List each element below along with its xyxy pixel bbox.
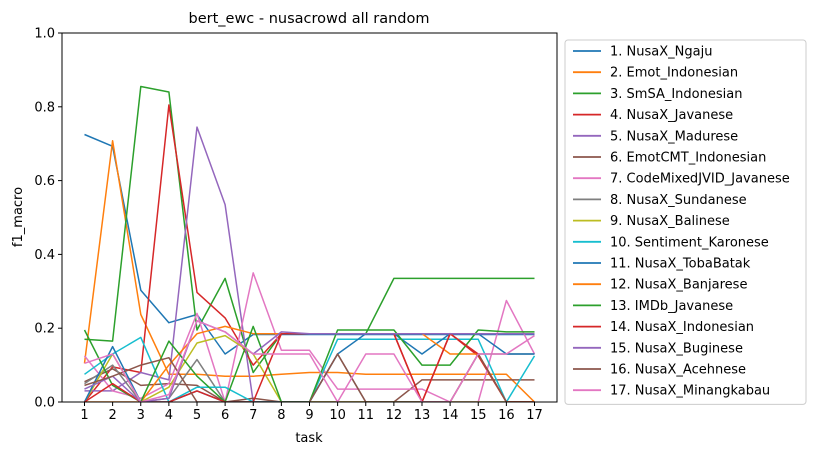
legend-item: 6. EmotCMT_Indonesian: [573, 151, 766, 166]
x-axis: 1 2 3 4 5 6 7 8 9 10 11 12 13 14 15 16 17: [80, 402, 543, 423]
legend-label: 8. NusaX_Sundanese: [610, 193, 747, 208]
legend-item: 13. IMDb_Javanese: [573, 299, 733, 314]
y-tick-label: 0.8: [34, 100, 55, 115]
legend-label: 6. EmotCMT_Indonesian: [610, 151, 766, 166]
x-tick-label: 9: [305, 408, 313, 423]
legend-label: 7. CodeMixedJVID_Javanese: [610, 172, 790, 187]
x-tick-label: 12: [386, 408, 403, 423]
legend-label: 11. NusaX_TobaBatak: [610, 257, 751, 272]
legend-item: 5. NusaX_Madurese: [573, 129, 738, 144]
legend-label: 3. SmSA_Indonesian: [610, 87, 742, 102]
series-line-9: [83, 334, 535, 402]
series-line-2: [83, 139, 536, 402]
legend-item: 15. NusaX_Buginese: [573, 341, 743, 356]
legend-item: 17. NusaX_Minangkabau: [573, 384, 770, 399]
x-tick-label: 10: [329, 408, 346, 423]
x-tick-label: 15: [470, 408, 487, 423]
x-tick-label: 14: [442, 408, 459, 423]
x-tick-label: 13: [414, 408, 431, 423]
series-line-17: [84, 320, 535, 402]
legend-box: [564, 39, 807, 405]
legend-label: 13. IMDb_Javanese: [610, 299, 733, 314]
plot-frame: [61, 32, 558, 403]
series-line-4: [83, 104, 535, 402]
legend-item: 12. NusaX_Banjarese: [573, 278, 747, 293]
legend-item: 2. Emot_Indonesian: [573, 66, 738, 81]
legend-label: 17. NusaX_Minangkabau: [610, 384, 770, 399]
y-axis: 0.0 0.2 0.4 0.6 0.8 1.0: [34, 27, 62, 411]
legend-item: 14. NusaX_Indonesian: [573, 320, 754, 335]
x-tick-label: 7: [249, 408, 257, 423]
y-tick-label: 0.4: [34, 248, 55, 263]
legend-item: 8. NusaX_Sundanese: [573, 193, 747, 208]
legend-label: 14. NusaX_Indonesian: [610, 320, 754, 335]
legend-label: 10. Sentiment_Karonese: [610, 235, 769, 250]
series-line-13: [83, 325, 535, 402]
legend: 1. NusaX_Ngaju 2. Emot_Indonesian 3. SmSA_…: [564, 39, 807, 405]
y-tick-label: 1.0: [34, 27, 55, 42]
legend-item: 9. NusaX_Balinese: [573, 214, 730, 229]
x-tick-label: 5: [193, 408, 201, 423]
series-line-6: [84, 368, 535, 402]
legend-label: 15. NusaX_Buginese: [610, 341, 743, 356]
x-tick-label: 11: [357, 408, 374, 423]
y-tick-label: 0.6: [34, 174, 55, 189]
legend-item: 4. NusaX_Javanese: [573, 108, 733, 123]
legend-label: 9. NusaX_Balinese: [610, 214, 730, 229]
series-line-7: [83, 272, 536, 402]
x-tick-label: 17: [526, 408, 543, 423]
y-tick-label: 0.0: [34, 396, 55, 411]
x-axis-label: task: [295, 431, 323, 446]
x-tick-label: 1: [80, 408, 88, 423]
legend-item: 7. CodeMixedJVID_Javanese: [573, 172, 790, 187]
legend-label: 16. NusaX_Acehnese: [610, 363, 746, 378]
legend-item: 10. Sentiment_Karonese: [573, 235, 769, 250]
x-tick-label: 6: [221, 408, 229, 423]
y-axis-label: f1_macro: [11, 187, 26, 247]
x-tick-label: 4: [165, 408, 173, 423]
series-line-10: [84, 336, 536, 402]
x-tick-label: 2: [108, 408, 116, 423]
legend-label: 4. NusaX_Javanese: [610, 108, 733, 123]
chart-title: bert_ewc - nusacrowd all random: [189, 11, 430, 27]
legend-label: 5. NusaX_Madurese: [610, 129, 738, 144]
x-tick-label: 3: [137, 408, 145, 423]
x-tick-label: 16: [498, 408, 515, 423]
legend-item: 1. NusaX_Ngaju: [573, 45, 712, 60]
y-tick-label: 0.2: [34, 322, 55, 337]
legend-label: 1. NusaX_Ngaju: [610, 45, 712, 60]
legend-item: 3. SmSA_Indonesian: [573, 87, 742, 102]
legend-label: 2. Emot_Indonesian: [610, 66, 738, 81]
x-tick-label: 8: [277, 408, 285, 423]
legend-label: 12. NusaX_Banjarese: [610, 278, 747, 293]
legend-item: 16. NusaX_Acehnese: [573, 363, 746, 378]
series-line-15: [84, 320, 535, 402]
series-line-3: [84, 85, 535, 374]
legend-item: 11. NusaX_TobaBatak: [573, 257, 751, 272]
series-line-1: [84, 133, 535, 355]
